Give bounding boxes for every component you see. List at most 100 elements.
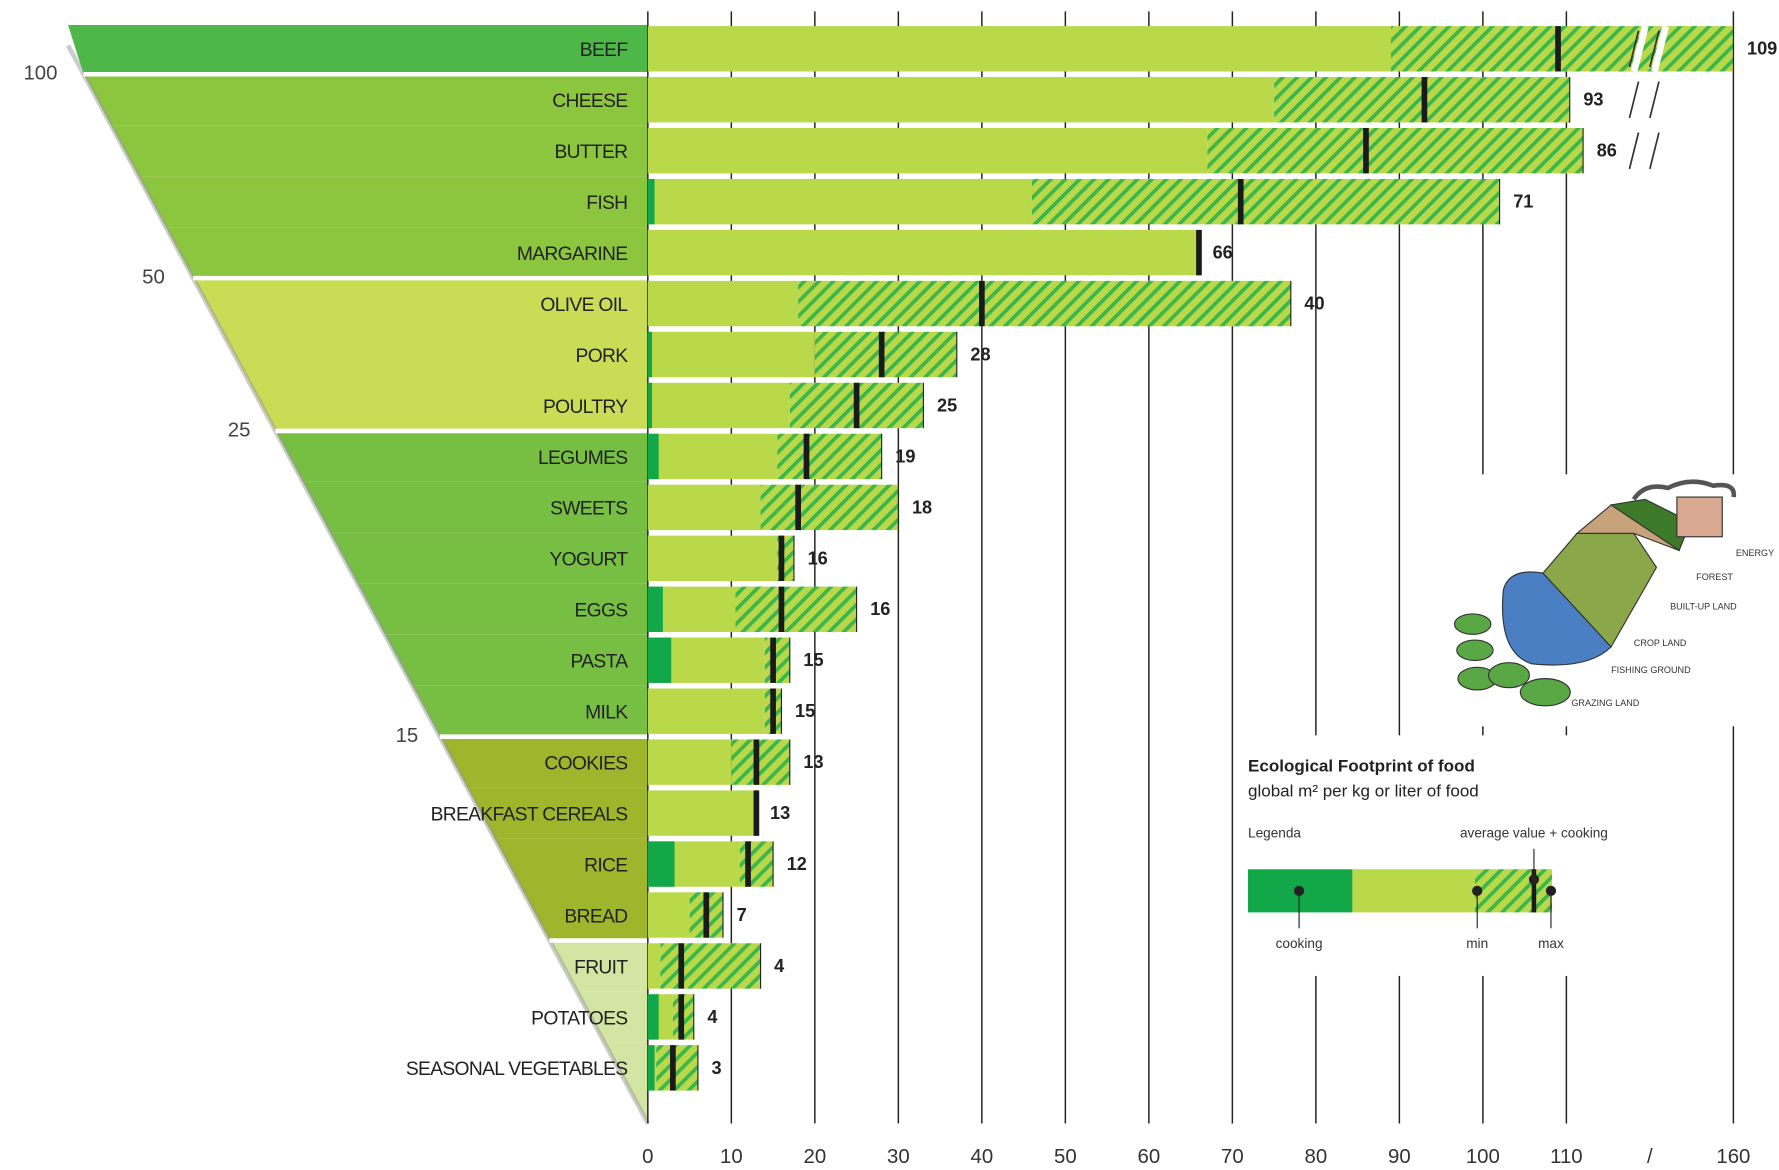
pyramid-band	[522, 889, 648, 941]
min-bar	[647, 535, 778, 582]
category-label: LEGUMES	[538, 448, 627, 469]
average-mark	[795, 484, 801, 531]
smoke	[1631, 479, 1737, 501]
category-label: COOKIES	[544, 754, 627, 775]
average-mark	[703, 892, 710, 938]
legend: Ecological Footprint of food global m² p…	[1248, 757, 1608, 951]
pyramid-level: 50	[142, 266, 165, 288]
pyramid-band	[248, 379, 648, 431]
category-label: SWEETS	[550, 499, 627, 520]
range-bar	[777, 433, 882, 480]
average-mark	[1237, 178, 1244, 225]
pyramid-band	[302, 481, 648, 533]
x-tick-label: 70	[1221, 1146, 1244, 1168]
pyramid-level: 15	[396, 725, 419, 747]
category-label: MILK	[585, 703, 628, 724]
x-tick-label: 0	[642, 1146, 653, 1168]
value-label: 16	[870, 599, 890, 619]
value-label: 4	[707, 1007, 717, 1027]
value-label: 13	[770, 803, 790, 823]
pyramid-band	[385, 634, 648, 686]
pyramid-band	[165, 227, 648, 279]
value-label: 7	[737, 905, 747, 925]
category-label: FISH	[586, 193, 627, 214]
category-label: YOGURT	[549, 550, 628, 571]
footprint-label: FOREST	[1696, 572, 1733, 582]
footprint-label: CROP LAND	[1634, 638, 1687, 648]
value-label: 109	[1747, 39, 1777, 59]
bars: BEEF 109 CHEESE 93 BUTTER 86 FISH 71 MARGARINE 66…	[406, 25, 1777, 1091]
legend-label: average value + cooking	[1460, 826, 1608, 841]
min-bar	[647, 178, 1032, 225]
value-label: 16	[808, 548, 828, 568]
category-label: BEEF	[580, 40, 628, 61]
average-mark	[803, 433, 810, 480]
legend-average	[1531, 869, 1537, 913]
grazing-shape	[1453, 613, 1492, 635]
value-label: 4	[774, 956, 784, 976]
average-mark	[745, 841, 751, 887]
value-label: 71	[1513, 192, 1533, 212]
category-label: EGGS	[574, 601, 627, 622]
cooking-bar	[647, 586, 663, 632]
pyramid-band	[439, 736, 648, 788]
x-tick-label: 80	[1305, 1146, 1328, 1168]
legend-heading: Legenda	[1248, 826, 1301, 841]
range-bar	[764, 637, 790, 683]
category-label: BREAD	[564, 906, 627, 927]
cooking-bar	[647, 1045, 655, 1091]
pyramid-band	[412, 685, 648, 737]
min-bar	[647, 739, 732, 785]
pyramid-band	[83, 74, 648, 126]
grazing-shape	[1487, 662, 1530, 689]
break-mark	[1630, 127, 1670, 175]
min-bar	[647, 229, 1199, 276]
range-bar	[1207, 128, 1584, 174]
average-mark	[778, 586, 785, 632]
pyramid-band	[330, 532, 648, 584]
pyramid-band	[576, 991, 648, 1043]
footprint-label: ENERGY	[1736, 548, 1774, 558]
fishing-ground-shape	[1501, 571, 1612, 666]
legend-min	[1352, 869, 1475, 913]
value-label: 15	[795, 701, 815, 721]
energy-shape	[1676, 496, 1723, 538]
value-label: 13	[803, 752, 823, 772]
min-bar	[647, 433, 778, 480]
legend-label: min	[1466, 936, 1488, 951]
legend-range	[1474, 869, 1553, 913]
value-label: 66	[1213, 243, 1233, 263]
average-mark	[1363, 128, 1369, 174]
x-tick-label: 160	[1716, 1146, 1750, 1168]
min-bar	[647, 77, 1275, 123]
category-label: RICE	[584, 855, 628, 876]
cooking-bar	[647, 382, 653, 429]
category-label: FRUIT	[574, 957, 628, 978]
break-mark-line	[1628, 30, 1660, 68]
x-tick-label: 90	[1388, 1146, 1411, 1168]
grazing-shape	[1456, 639, 1494, 662]
value-label: 3	[712, 1058, 722, 1078]
category-label: MARGARINE	[517, 244, 628, 265]
average-mark	[878, 331, 885, 378]
legend-subtitle: global m² per kg or liter of food	[1248, 782, 1479, 801]
average-mark	[678, 994, 685, 1040]
break-mark	[1630, 76, 1670, 124]
average-mark	[778, 535, 785, 582]
pyramid-band	[275, 430, 648, 482]
x-tick-label: 10	[720, 1146, 743, 1168]
break-mark-line	[1628, 132, 1660, 170]
category-label: POULTRY	[543, 397, 628, 418]
cooking-bar	[647, 433, 659, 480]
range-bar	[798, 280, 1291, 327]
average-mark	[770, 688, 776, 734]
legend-bg	[1236, 735, 1634, 976]
grazing-shape	[1519, 678, 1571, 707]
legend-title: Ecological Footprint of food	[1248, 757, 1475, 776]
average-mark	[678, 943, 685, 989]
pyramid-level: 100	[23, 63, 57, 85]
range-bar	[735, 586, 857, 632]
pyramid-band	[357, 583, 648, 635]
min-bar	[647, 128, 1208, 174]
